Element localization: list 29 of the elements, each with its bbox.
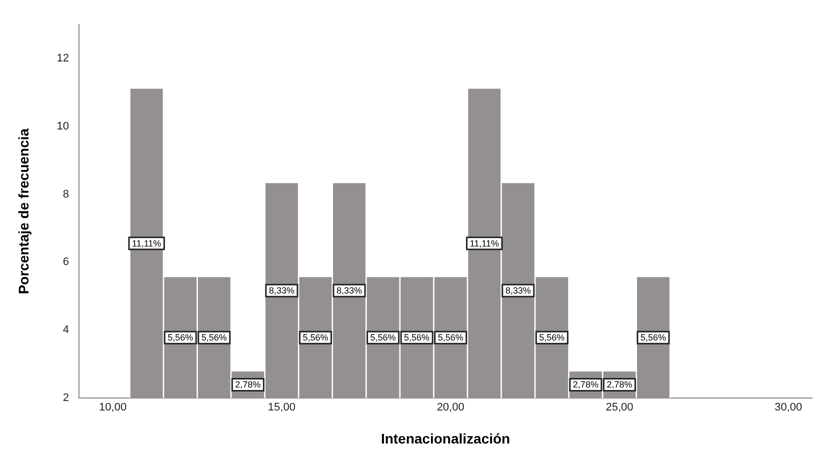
data-label: 5,56%: [201, 332, 227, 343]
x-tick-label: 20,00: [436, 402, 464, 414]
data-label: 5,56%: [404, 332, 430, 343]
y-tick-label: 8: [62, 188, 70, 200]
x-tick-label: 25,00: [606, 402, 634, 414]
x-tick-label: 15,00: [268, 402, 296, 414]
data-label: 5,56%: [539, 332, 565, 343]
data-label: 11,11%: [470, 238, 499, 248]
data-label: 2,78%: [572, 380, 598, 390]
y-tick-label: 12: [56, 52, 70, 65]
data-label: 8,33%: [505, 286, 531, 296]
y-tick-label: 4: [62, 324, 70, 336]
data-label: 2,78%: [606, 380, 632, 390]
data-label: 8,33%: [268, 286, 294, 296]
data-label: 2,78%: [235, 380, 261, 390]
x-tick-label: 30,00: [774, 402, 802, 414]
y-tick-label: 10: [56, 120, 70, 132]
y-tick-label: 2: [62, 392, 70, 404]
data-label: 5,56%: [168, 332, 194, 343]
y-axis-title: Porcentaje de frecuencia: [15, 128, 32, 294]
data-label: 5,56%: [370, 332, 396, 343]
data-label: 11,11%: [132, 238, 162, 248]
data-label: 5,56%: [438, 332, 464, 343]
data-label: 5,56%: [640, 332, 666, 343]
data-label: 5,56%: [302, 332, 328, 343]
x-axis-title: Intenacionalización: [380, 430, 510, 446]
y-tick-label: 6: [62, 256, 70, 268]
data-label: 8,33%: [336, 286, 362, 296]
x-tick-label: 10,00: [99, 402, 127, 414]
